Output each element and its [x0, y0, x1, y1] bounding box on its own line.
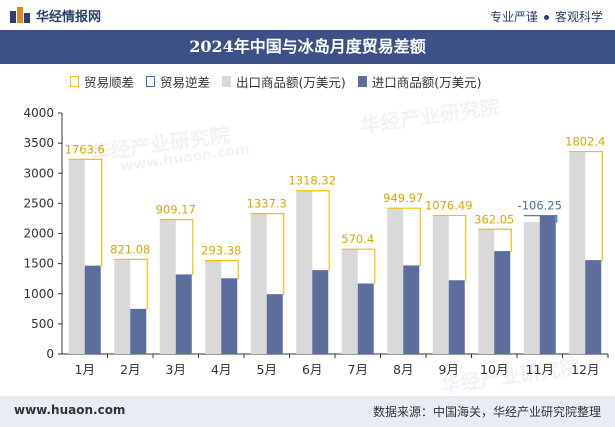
balance-bracket [159, 219, 194, 276]
bar-export [341, 249, 358, 354]
balance-label: 570.4 [341, 232, 374, 246]
legend-label-import: 进口商品额(万美元) [371, 75, 482, 90]
title-bar: 2024年中国与冰岛月度贸易差额 [0, 30, 615, 64]
balance-bracket [296, 190, 330, 271]
tagline-dot-icon [543, 15, 549, 20]
y-tick-label: 2000 [23, 227, 54, 241]
bar-import [448, 280, 465, 354]
legend-label-deficit: 贸易逆差 [160, 75, 211, 90]
bar-import [130, 308, 147, 354]
bar-import [84, 265, 101, 354]
top-bar: 华经情报网 专业严谨 客观科学 [0, 0, 615, 30]
balance-bracket [569, 150, 603, 261]
legend-item-export: 出口商品额(万美元) [222, 72, 346, 91]
legend-swatch-import [357, 76, 367, 87]
legend-swatch-export [222, 76, 232, 87]
bar-export [114, 259, 131, 354]
bar-import [494, 251, 511, 354]
brand-logo-icon [10, 6, 30, 25]
y-tick-label: 500 [31, 317, 54, 331]
bar-export [478, 229, 495, 354]
balance-bracket [341, 248, 376, 285]
balance-bracket [432, 214, 467, 281]
bar-import [175, 274, 192, 354]
legend-item-surplus: 贸易顺差 [70, 72, 134, 91]
bar-export [159, 219, 176, 354]
y-tick-label: 3000 [23, 166, 54, 180]
x-tick-label: 12月 [571, 362, 599, 377]
x-tick-label: 11月 [526, 362, 554, 377]
chart-title: 2024年中国与冰岛月度贸易差额 [189, 37, 426, 56]
y-tick-label: 1000 [23, 287, 54, 301]
balance-label: 821.08 [110, 242, 150, 256]
balance-label: -106.25 [518, 199, 562, 213]
balance-bracket [250, 213, 285, 295]
balance-bracket [523, 215, 558, 223]
legend-label-export: 出口商品额(万美元) [236, 75, 346, 90]
balance-label: 1337.3 [247, 197, 287, 211]
bar-export [387, 208, 404, 354]
brand-name: 华经情报网 [36, 10, 102, 25]
x-tick-label: 6月 [302, 362, 322, 377]
legend-item-deficit: 贸易逆差 [146, 72, 210, 91]
bar-import [585, 260, 602, 354]
tagline-right: 客观科学 [554, 10, 603, 24]
balance-bracket [478, 228, 512, 252]
bar-import [403, 265, 420, 354]
x-tick-label: 9月 [439, 362, 459, 377]
bar-export [523, 222, 540, 354]
y-tick-label: 2500 [23, 196, 54, 210]
bar-import [357, 283, 374, 354]
bar-export [250, 213, 267, 354]
x-tick-label: 2月 [120, 362, 140, 377]
footer-site: www.huaon.com [14, 403, 126, 417]
x-tick-label: 5月 [257, 362, 277, 377]
balance-label: 1076.49 [425, 198, 473, 212]
x-tick-label: 1月 [75, 362, 95, 377]
balance-bracket [205, 260, 239, 279]
x-tick-label: 8月 [393, 362, 413, 377]
balance-label: 909.17 [156, 203, 196, 217]
bar-export [569, 151, 586, 354]
bar-import [312, 270, 329, 354]
legend: 贸易顺差 贸易逆差 出口商品额(万美元) 进口商品额(万美元) [70, 72, 494, 91]
bar-import [221, 278, 238, 354]
balance-label: 1318.32 [288, 174, 336, 188]
tagline-left: 专业严谨 [489, 10, 538, 24]
bar-import [539, 215, 556, 354]
footer: www.huaon.com 数据来源：中国海关，华经产业研究院整理 [0, 396, 615, 427]
x-tick-label: 3月 [166, 362, 186, 377]
brand: 华经情报网 [10, 6, 101, 25]
balance-bracket [387, 207, 421, 267]
legend-item-import: 进口商品额(万美元) [357, 72, 482, 91]
x-tick-label: 4月 [211, 362, 231, 377]
bar-export [296, 190, 313, 354]
bar-export [432, 215, 449, 354]
bar-export [205, 260, 222, 354]
legend-swatch-surplus [70, 76, 79, 87]
y-tick-label: 0 [46, 347, 54, 361]
tagline: 专业严谨 客观科学 [490, 8, 603, 25]
y-tick-label: 3500 [23, 136, 54, 150]
bar-import [266, 294, 283, 354]
balance-label: 362.05 [474, 212, 514, 226]
y-tick-label: 4000 [23, 106, 54, 120]
legend-label-surplus: 贸易顺差 [84, 75, 135, 90]
balance-label: 1763.6 [65, 142, 105, 156]
footer-source: 数据来源：中国海关，华经产业研究院整理 [372, 405, 601, 419]
bar-export [68, 159, 85, 354]
balance-label: 1802.4 [565, 135, 605, 149]
legend-swatch-deficit [146, 76, 156, 87]
x-tick-label: 7月 [348, 362, 368, 377]
y-tick-label: 1500 [23, 257, 54, 271]
balance-bracket [114, 258, 148, 310]
balance-label: 949.97 [383, 191, 423, 205]
balance-bracket [68, 158, 103, 267]
x-tick-label: 10月 [480, 362, 508, 377]
balance-label: 293.38 [201, 244, 241, 258]
